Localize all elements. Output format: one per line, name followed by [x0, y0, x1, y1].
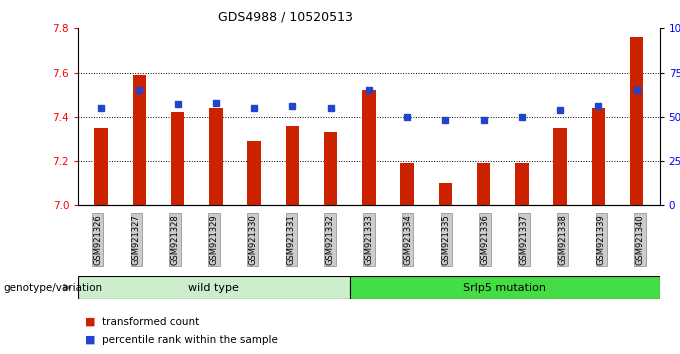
Text: GSM921335: GSM921335 — [442, 214, 451, 265]
Text: GSM921337: GSM921337 — [520, 214, 528, 265]
Bar — [439, 183, 452, 205]
Text: GDS4988 / 10520513: GDS4988 / 10520513 — [218, 11, 353, 24]
Text: GSM921326: GSM921326 — [93, 214, 102, 265]
Bar — [78, 276, 350, 299]
Bar — [515, 163, 528, 205]
Bar — [95, 128, 108, 205]
Text: ■: ■ — [85, 317, 95, 327]
Text: transformed count: transformed count — [102, 317, 199, 327]
Text: GSM921339: GSM921339 — [597, 214, 606, 265]
Bar — [477, 163, 490, 205]
Text: GSM921340: GSM921340 — [636, 214, 645, 265]
Text: genotype/variation: genotype/variation — [3, 282, 103, 293]
Bar — [401, 163, 414, 205]
Text: GSM921328: GSM921328 — [171, 214, 180, 265]
Text: GSM921329: GSM921329 — [209, 214, 218, 265]
Bar — [630, 37, 643, 205]
Bar — [324, 132, 337, 205]
Text: Srlp5 mutation: Srlp5 mutation — [463, 282, 546, 293]
Text: ■: ■ — [85, 335, 95, 345]
Text: GSM921327: GSM921327 — [132, 214, 141, 265]
Text: wild type: wild type — [188, 282, 239, 293]
Bar — [286, 126, 299, 205]
Bar — [554, 128, 567, 205]
Text: GSM921334: GSM921334 — [403, 214, 412, 265]
Text: GSM921332: GSM921332 — [326, 214, 335, 265]
Bar — [592, 108, 605, 205]
Bar — [362, 90, 375, 205]
Bar — [248, 141, 261, 205]
Bar — [350, 276, 660, 299]
Text: GSM921336: GSM921336 — [481, 214, 490, 265]
Text: GSM921330: GSM921330 — [248, 214, 257, 265]
Text: percentile rank within the sample: percentile rank within the sample — [102, 335, 278, 345]
Text: GSM921331: GSM921331 — [287, 214, 296, 265]
Bar — [171, 113, 184, 205]
Text: GSM921338: GSM921338 — [558, 214, 567, 265]
Bar — [209, 108, 222, 205]
Text: GSM921333: GSM921333 — [364, 214, 373, 265]
Bar — [133, 75, 146, 205]
